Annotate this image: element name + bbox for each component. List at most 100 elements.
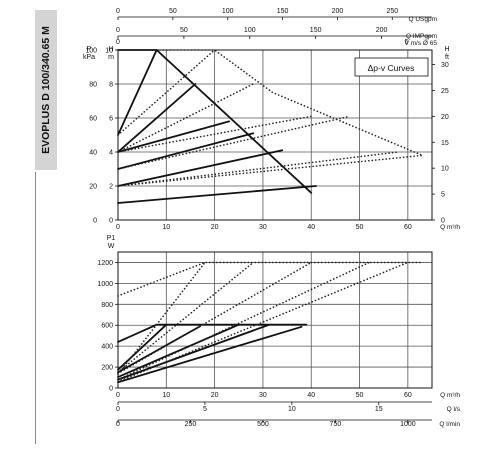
bottom-axis-label: Q l/min: [439, 421, 460, 428]
y-axis-label: H: [444, 46, 449, 53]
power-curve-7: [117, 261, 424, 297]
tick-label: 0: [116, 39, 120, 46]
tick-label: 0: [109, 218, 113, 225]
x-axis-label: Q m³/h: [440, 224, 460, 231]
tick-label: 0: [116, 27, 120, 34]
left-divider: [35, 172, 36, 444]
power-curve-8: [117, 261, 206, 376]
top-axis-label: Q IMPgpm: [406, 33, 437, 40]
tick-label: 10: [162, 392, 170, 399]
y-axis-label: P: [87, 46, 92, 53]
tick-label: 1000: [97, 281, 113, 288]
head-curve-5: [117, 132, 255, 170]
x-axis-label: Q m³/h: [440, 392, 460, 399]
power-curve-10: [117, 261, 313, 375]
tick-label: 25: [441, 88, 449, 95]
tick-label: 0: [116, 8, 120, 15]
tick-label: 40: [307, 392, 315, 399]
tick-label: 10: [288, 406, 296, 413]
tick-label: 50: [169, 8, 177, 15]
tick-label: 0: [116, 406, 120, 413]
bottom-axis-label: Q l/s: [447, 406, 461, 413]
tick-label: 30: [259, 392, 267, 399]
tick-label: 10: [441, 166, 449, 173]
tick-label: 0: [441, 218, 445, 225]
tick-label: 100: [222, 8, 234, 15]
tick-label: 100: [85, 48, 97, 55]
head-curve-10: [117, 83, 255, 153]
tick-label: 6: [109, 116, 113, 123]
tick-label: 500: [257, 421, 269, 428]
head-curve-11: [117, 115, 313, 153]
sidebar-tab: [35, 10, 57, 170]
head-curve-7: [117, 185, 317, 204]
tick-label: 250: [185, 421, 197, 428]
tick-label: 200: [376, 27, 388, 34]
head-curve-14: [117, 154, 424, 187]
tick-label: 250: [386, 8, 398, 15]
tick-label: 15: [441, 140, 449, 147]
tick-label: 40: [307, 224, 315, 231]
y-axis-unit: ft: [445, 54, 449, 61]
power-curve-2: [117, 323, 168, 371]
head-curve-8: [117, 49, 424, 157]
tick-label: 0: [116, 224, 120, 231]
y-axis-label: P1: [107, 235, 116, 242]
tick-label: 5: [405, 39, 409, 46]
tick-label: 200: [101, 365, 113, 372]
tick-label: 0: [116, 392, 120, 399]
y-axis-unit: kPa: [83, 54, 95, 61]
top-axis-label: Q USgpm: [408, 16, 437, 23]
tick-label: 15: [375, 406, 383, 413]
tick-label: 100: [244, 27, 256, 34]
tick-label: 50: [356, 392, 364, 399]
tick-label: 40: [89, 150, 97, 157]
tick-label: 20: [211, 224, 219, 231]
head-curve-2: [117, 49, 158, 136]
tick-label: 8: [109, 82, 113, 89]
tick-label: 4: [109, 150, 113, 157]
tick-label: 80: [89, 82, 97, 89]
head-curve-12: [117, 115, 351, 170]
tick-label: 5: [441, 192, 445, 199]
tick-label: 0: [116, 421, 120, 428]
y-axis-unit: m: [108, 54, 114, 61]
power-curve-5: [117, 324, 269, 381]
tick-label: 800: [101, 302, 113, 309]
tick-label: 1200: [97, 260, 113, 267]
power-curve-3: [117, 325, 202, 374]
tick-label: 50: [180, 27, 188, 34]
head-curve-9: [117, 49, 216, 136]
power-curve-6: [117, 325, 303, 384]
tick-label: 10: [162, 224, 170, 231]
tick-label: 10: [105, 48, 113, 55]
tick-label: 20: [441, 114, 449, 121]
y-axis-label: H: [108, 46, 113, 53]
tick-label: 60: [89, 116, 97, 123]
power-curve-11: [117, 261, 371, 381]
tick-label: 1000: [400, 421, 416, 428]
head-curve-3: [117, 83, 197, 153]
head-curve-13: [117, 151, 399, 187]
y-axis-unit: W: [108, 243, 115, 250]
head-curve-4: [117, 120, 231, 153]
tick-label: 0: [109, 386, 113, 393]
tick-label: 20: [89, 184, 97, 191]
tick-label: 0: [93, 218, 97, 225]
tick-label: 750: [330, 421, 342, 428]
tick-label: 60: [404, 224, 412, 231]
tick-label: 200: [332, 8, 344, 15]
tick-label: 150: [277, 8, 289, 15]
tick-label: 150: [310, 27, 322, 34]
tick-label: 30: [259, 224, 267, 231]
plot-frame: [117, 251, 433, 389]
tick-label: 5: [203, 406, 207, 413]
tick-label: 50: [356, 224, 364, 231]
tick-label: 400: [101, 344, 113, 351]
power-curve-9: [117, 261, 255, 374]
legend-text: Δp-v Curves: [368, 63, 415, 73]
tick-label: 60: [404, 392, 412, 399]
tick-label: 600: [101, 323, 113, 330]
legend-box: [354, 57, 429, 77]
